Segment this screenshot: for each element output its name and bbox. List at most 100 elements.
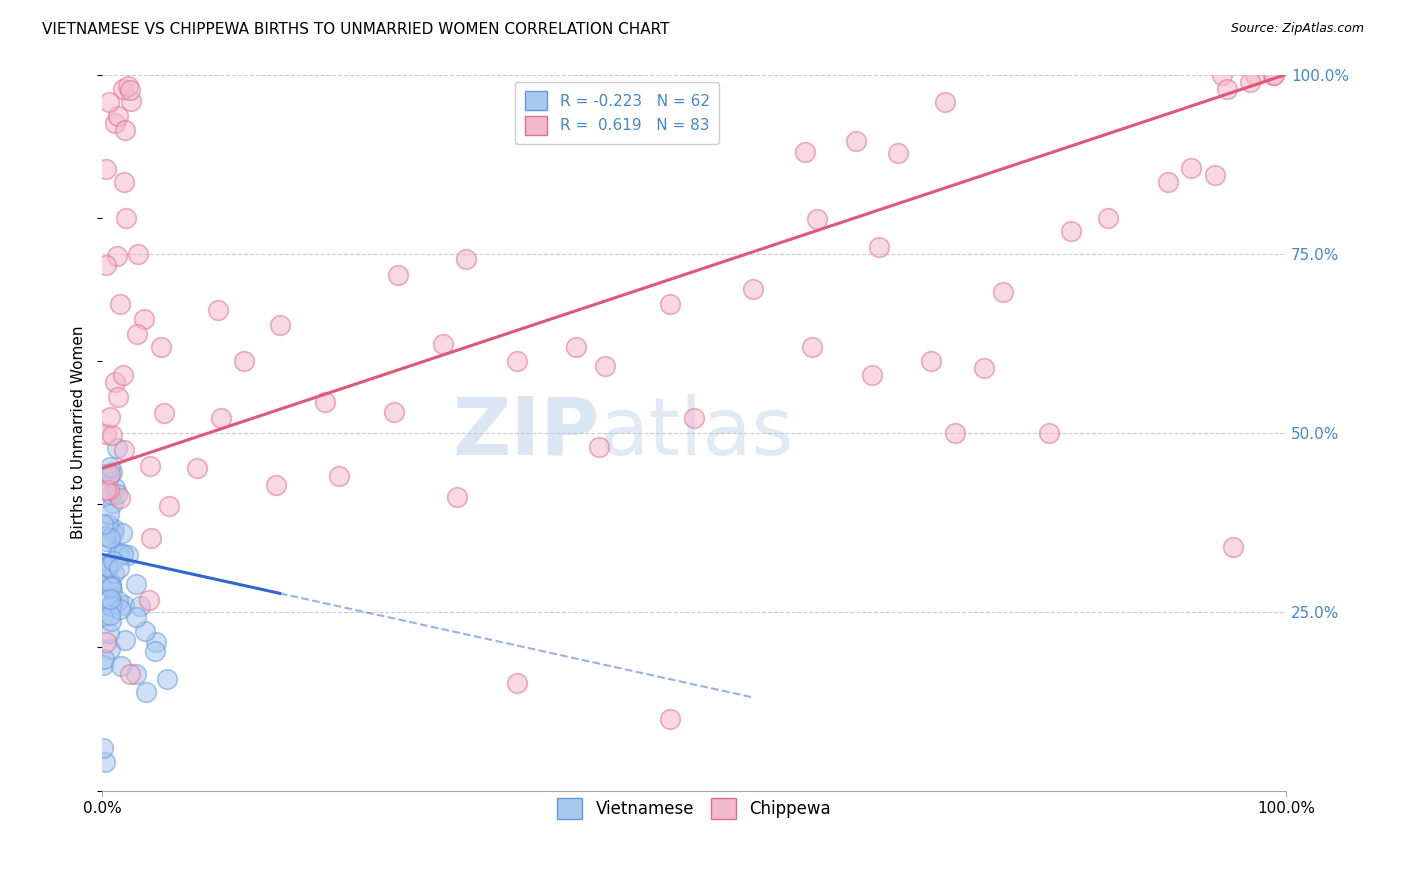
Point	[112, 598, 135, 612]
Point	[868, 240, 890, 254]
Point	[94, 564, 117, 578]
Point	[105, 487, 128, 501]
Point	[100, 576, 122, 591]
Point	[683, 411, 706, 425]
Point	[233, 354, 256, 368]
Point	[269, 318, 291, 333]
Point	[207, 303, 229, 318]
Point	[93, 740, 115, 755]
Point	[107, 561, 129, 575]
Point	[96, 559, 118, 574]
Point	[111, 82, 134, 96]
Point	[105, 250, 128, 264]
Point	[314, 394, 336, 409]
Point	[382, 405, 405, 419]
Point	[145, 634, 167, 648]
Point	[138, 592, 160, 607]
Point	[98, 608, 121, 623]
Point	[156, 672, 179, 686]
Point	[120, 666, 142, 681]
Point	[1261, 68, 1284, 82]
Point	[588, 440, 610, 454]
Point	[860, 368, 883, 383]
Point	[93, 658, 115, 673]
Point	[100, 427, 122, 442]
Point	[139, 531, 162, 545]
Point	[110, 546, 132, 560]
Point	[793, 145, 815, 160]
Point	[110, 601, 132, 615]
Point	[98, 460, 121, 475]
Point	[801, 340, 824, 354]
Point	[107, 547, 129, 561]
Point	[659, 712, 682, 726]
Point	[153, 406, 176, 420]
Point	[125, 576, 148, 591]
Point	[97, 95, 120, 110]
Point	[96, 558, 118, 573]
Point	[1204, 168, 1226, 182]
Point	[157, 500, 180, 514]
Point	[387, 268, 409, 282]
Point	[117, 79, 139, 94]
Point	[114, 442, 136, 457]
Point	[1216, 82, 1239, 96]
Point	[93, 609, 115, 624]
Point	[1211, 68, 1233, 82]
Point	[93, 557, 115, 571]
Point	[1239, 75, 1261, 89]
Text: Source: ZipAtlas.com: Source: ZipAtlas.com	[1230, 22, 1364, 36]
Point	[125, 666, 148, 681]
Point	[94, 533, 117, 548]
Point	[1060, 224, 1083, 238]
Point	[139, 458, 162, 473]
Point	[107, 390, 129, 404]
Point	[97, 559, 120, 574]
Point	[887, 146, 910, 161]
Point	[94, 483, 117, 497]
Point	[264, 478, 287, 492]
Point	[98, 591, 121, 606]
Point	[186, 461, 208, 475]
Point	[97, 516, 120, 531]
Point	[103, 495, 125, 509]
Point	[108, 491, 131, 506]
Point	[118, 83, 141, 97]
Point	[93, 516, 115, 531]
Point	[97, 469, 120, 483]
Point	[94, 529, 117, 543]
Point	[135, 685, 157, 699]
Text: ZIP: ZIP	[453, 393, 599, 472]
Point	[97, 483, 120, 497]
Point	[129, 599, 152, 613]
Point	[94, 162, 117, 177]
Text: atlas: atlas	[599, 393, 794, 472]
Point	[101, 554, 124, 568]
Point	[100, 641, 122, 656]
Point	[328, 468, 350, 483]
Point	[505, 354, 527, 368]
Point	[111, 525, 134, 540]
Text: VIETNAMESE VS CHIPPEWA BIRTHS TO UNMARRIED WOMEN CORRELATION CHART: VIETNAMESE VS CHIPPEWA BIRTHS TO UNMARRI…	[42, 22, 669, 37]
Point	[94, 258, 117, 272]
Point	[100, 580, 122, 594]
Point	[134, 312, 156, 326]
Point	[114, 123, 136, 137]
Point	[150, 340, 173, 354]
Point	[127, 246, 149, 260]
Point	[101, 583, 124, 598]
Point	[505, 676, 527, 690]
Point	[125, 610, 148, 624]
Point	[110, 659, 132, 673]
Point	[564, 340, 586, 354]
Point	[120, 94, 142, 108]
Point	[114, 633, 136, 648]
Point	[94, 427, 117, 442]
Point	[112, 368, 135, 382]
Point	[111, 547, 134, 561]
Point	[127, 327, 149, 342]
Point	[107, 593, 129, 607]
Point	[920, 354, 942, 368]
Point	[97, 508, 120, 522]
Point	[100, 599, 122, 613]
